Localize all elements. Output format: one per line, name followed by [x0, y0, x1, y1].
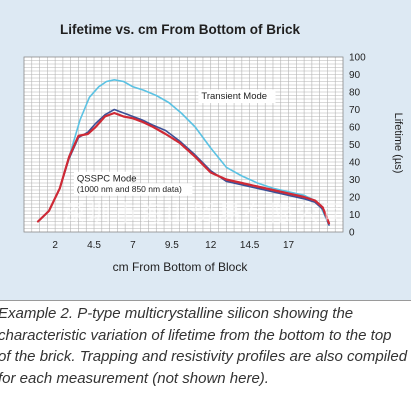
y-tick-label: 60 — [349, 123, 361, 134]
y-tick-label: 30 — [349, 175, 361, 186]
annotation-label: (1000 nm and 850 nm data) — [77, 184, 182, 194]
x-tick-layer: 2 4.5 7 9.5 12 14.5 17 — [52, 240, 294, 251]
annotation-layer: Transient Mode QSSPC Mode(1000 nm and 850… — [73, 89, 276, 196]
y-axis-label: Lifetime (µs) — [392, 113, 404, 174]
y-tick-label: 40 — [349, 158, 361, 169]
y-tick-label: 0 — [349, 228, 355, 239]
y-tick-layer: 0 10 20 30 40 50 60 70 80 90 100 — [349, 53, 366, 239]
x-tick-label: 12 — [205, 240, 217, 251]
y-tick-label: 20 — [349, 193, 361, 204]
lifetime-chart: 2 4.5 7 9.5 12 14.5 17 0102030405060708090100 … — [23, 53, 404, 251]
annotation-label: Transient Mode — [201, 91, 267, 102]
x-axis-label: cm From Bottom of Block — [112, 260, 248, 274]
annotation-backdrop — [198, 89, 276, 103]
y-tick-label: 90 — [349, 70, 361, 81]
series-line-1 — [37, 79, 330, 226]
series-line-3 — [36, 111, 331, 225]
x-tick-label: 7 — [130, 240, 136, 251]
watermark: 深圳市海山贸易有限公司 — [62, 201, 348, 227]
y-tick-label: 70 — [349, 105, 361, 116]
figure-caption: Example 2. P-type multicrystalline silic… — [0, 305, 408, 387]
series-line-2 — [37, 108, 330, 226]
y-tick-label: 10 — [349, 210, 361, 221]
series-layer — [36, 79, 331, 226]
annotation-backdrop — [73, 183, 193, 196]
x-tick-label: 2 — [52, 240, 58, 251]
annotation-label: QSSPC Mode — [77, 173, 137, 184]
chart-title: Lifetime vs. cm From Bottom of Brick — [59, 22, 301, 37]
x-tick-label: 4.5 — [87, 240, 101, 251]
plot-frame — [23, 56, 344, 233]
caption-divider — [0, 300, 411, 301]
y-tick-label: 50 — [349, 140, 361, 151]
y-tick-label: 100 — [349, 53, 366, 64]
x-tick-label: 14.5 — [240, 240, 260, 251]
y-tick-label: 80 — [349, 88, 361, 99]
annotation-backdrop — [73, 171, 132, 186]
x-tick-label: 9.5 — [165, 240, 179, 251]
x-tick-label: 17 — [283, 240, 295, 251]
